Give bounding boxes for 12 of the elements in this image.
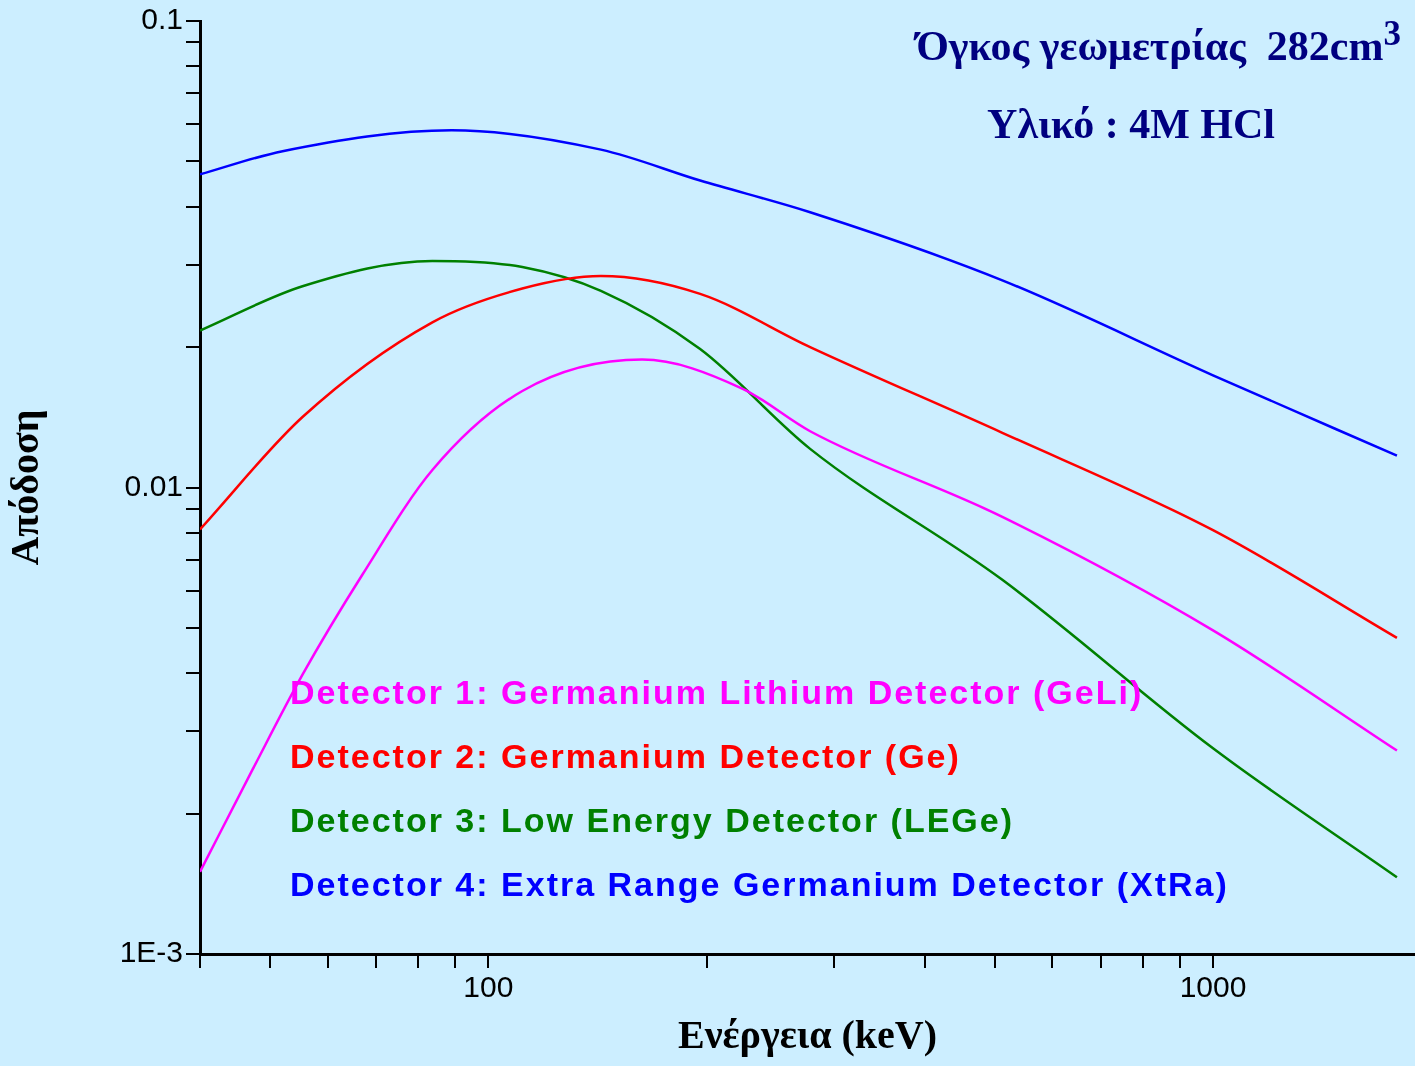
y-axis-title: Απόδοση (2, 409, 48, 566)
text: Detector 4: Extra Range Germanium Detector (XtRa) (290, 864, 1229, 905)
x-tick-label: 100 (463, 970, 514, 1004)
x-axis-title: Ενέργεια (keV) (677, 1012, 938, 1058)
x-tick-label: 1000 (1179, 970, 1247, 1004)
y-tick-label: 1E-3 (119, 935, 183, 969)
text: Detector 3: Low Energy Detector (LEGe) (290, 800, 1015, 841)
text: Detector 2: Germanium Detector (Ge) (290, 736, 962, 777)
series-label: Detector 1: Germanium Lithium Detector (GeLi) (290, 672, 1145, 713)
y-tick-label: 0.1 (141, 2, 183, 36)
annotation: Υλικό : 4M HCl (987, 100, 1275, 148)
y-tick-label: 0.01 (124, 468, 183, 502)
